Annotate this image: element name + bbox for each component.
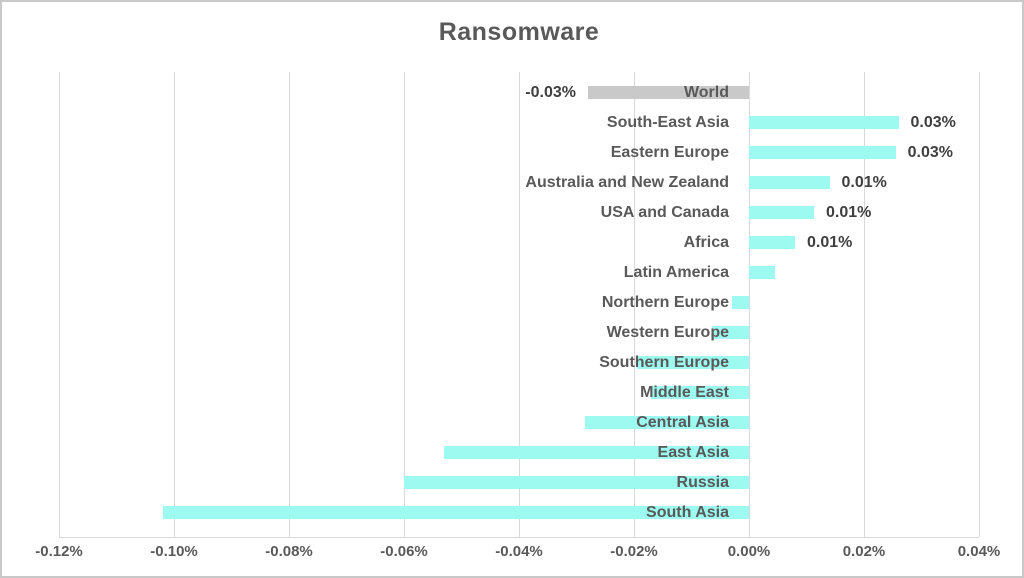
x-axis-tick-label: 0.02% <box>842 543 886 560</box>
chart-row: World -0.03% <box>59 78 979 108</box>
x-axis-tick-label: -0.02% <box>610 543 658 560</box>
gridline <box>748 72 750 537</box>
data-bar <box>651 386 749 399</box>
chart-row: Western Europe <box>59 318 979 348</box>
gridline <box>173 72 175 537</box>
category-label: World <box>683 84 729 101</box>
chart-row: Latin America <box>59 258 979 288</box>
category-label: Russia <box>676 474 729 491</box>
value-label: 0.01% <box>841 174 887 191</box>
value-label: 0.01% <box>807 234 853 251</box>
gridline <box>633 72 635 537</box>
data-bar <box>588 86 749 99</box>
data-bar <box>404 476 749 489</box>
data-bar <box>749 236 795 249</box>
data-bar <box>749 146 896 159</box>
chart-row: Middle East <box>59 378 979 408</box>
data-bar <box>749 206 814 219</box>
category-label: Eastern Europe <box>610 144 729 161</box>
chart-row: Eastern Europe 0.03% <box>59 138 979 168</box>
category-label: Southern Europe <box>599 354 729 371</box>
plot-area: World -0.03% South-East Asia 0.03% Eastern E… <box>58 72 980 538</box>
chart-row: South-East Asia 0.03% <box>59 108 979 138</box>
chart-row: South Asia <box>59 498 979 528</box>
chart-row: USA and Canada 0.01% <box>59 198 979 228</box>
value-label: 0.01% <box>825 204 872 221</box>
chart-row: Southern Europe <box>59 348 979 378</box>
x-axis-tick-label: 0.04% <box>957 543 1001 560</box>
gridline <box>58 72 60 537</box>
value-label: 0.03% <box>907 144 953 161</box>
category-label: East Asia <box>657 444 729 461</box>
x-axis-tick-label: -0.12% <box>35 543 83 560</box>
gridline <box>288 72 290 537</box>
data-bar <box>636 356 749 369</box>
x-axis-tick-label: 0.00% <box>727 543 771 560</box>
x-axis: -0.12% -0.10% -0.08% -0.06% -0.04% -0.02% 0.00… <box>2 543 1022 565</box>
data-bar <box>749 266 775 279</box>
chart-row: Africa 0.01% <box>59 228 979 258</box>
gridline <box>518 72 520 537</box>
category-label: USA and Canada <box>600 204 729 221</box>
data-bar <box>444 446 749 459</box>
category-label: Africa <box>683 234 729 251</box>
data-bar <box>749 176 830 189</box>
value-label: -0.03% <box>525 84 576 101</box>
data-bar <box>731 296 749 309</box>
category-label: Central Asia <box>636 414 729 431</box>
data-bar <box>711 326 749 339</box>
chart-row: Australia and New Zealand 0.01% <box>59 168 979 198</box>
category-label: Northern Europe <box>601 294 729 311</box>
data-bar <box>162 506 749 519</box>
x-axis-tick-label: -0.08% <box>265 543 313 560</box>
category-label: Latin America <box>623 264 729 281</box>
category-label: Australia and New Zealand <box>525 174 729 191</box>
gridline <box>863 72 865 537</box>
value-label: 0.03% <box>910 114 956 131</box>
chart-row: Russia <box>59 468 979 498</box>
chart-row: Northern Europe <box>59 288 979 318</box>
gridline <box>978 72 980 537</box>
category-label: Western Europe <box>606 324 729 341</box>
x-axis-tick-label: -0.06% <box>380 543 428 560</box>
category-label: Middle East <box>640 384 729 401</box>
x-axis-tick-label: -0.04% <box>495 543 543 560</box>
x-axis-tick-label: -0.10% <box>150 543 198 560</box>
category-label: South-East Asia <box>606 114 729 131</box>
chart-row: East Asia <box>59 438 979 468</box>
chart-title: Ransomware <box>438 18 600 46</box>
data-bar <box>749 116 899 129</box>
gridline <box>403 72 405 537</box>
data-bar <box>585 416 749 429</box>
category-label: South Asia <box>646 504 729 521</box>
chart-row: Central Asia <box>59 408 979 438</box>
